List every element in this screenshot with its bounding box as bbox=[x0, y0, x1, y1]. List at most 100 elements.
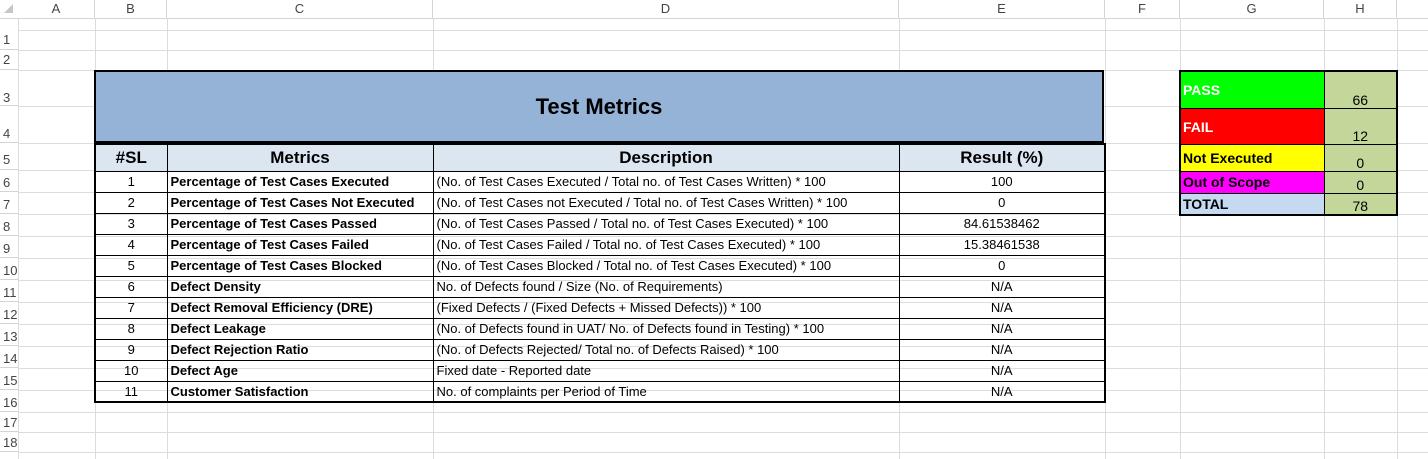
cell-metric[interactable]: Defect Rejection Ratio bbox=[166, 338, 434, 361]
cell-result[interactable]: N/A bbox=[898, 275, 1106, 298]
row-header-15[interactable]: 15 bbox=[0, 368, 18, 390]
cell-metric[interactable]: Percentage of Test Cases Executed bbox=[166, 170, 434, 193]
cell-metric[interactable]: Defect Leakage bbox=[166, 317, 434, 340]
cell-result[interactable]: N/A bbox=[898, 338, 1106, 361]
cell-metric[interactable]: Defect Density bbox=[166, 275, 434, 298]
row-header-7[interactable]: 7 bbox=[0, 192, 18, 214]
table-row: 11 Customer Satisfaction No. of complain… bbox=[94, 380, 1106, 403]
cell-result[interactable]: N/A bbox=[898, 296, 1106, 319]
summary-label[interactable]: Out of Scope bbox=[1179, 170, 1325, 194]
table-row: 10 Defect Age Fixed date - Reported date… bbox=[94, 359, 1106, 382]
cell-sl[interactable]: 10 bbox=[94, 359, 168, 382]
row-header-8[interactable]: 8 bbox=[0, 214, 18, 236]
cell-result[interactable]: 84.61538462 bbox=[898, 212, 1106, 235]
column-header-c[interactable]: C bbox=[167, 0, 433, 18]
row-header-13[interactable]: 13 bbox=[0, 324, 18, 346]
cell-result[interactable]: 0 bbox=[898, 191, 1106, 214]
summary-label[interactable]: TOTAL bbox=[1179, 192, 1325, 216]
cell-sl[interactable]: 8 bbox=[94, 317, 168, 340]
cell-sl[interactable]: 7 bbox=[94, 296, 168, 319]
cell-description[interactable]: (No. of Test Cases Failed / Total no. of… bbox=[432, 233, 900, 256]
row-header-1[interactable]: 1 bbox=[0, 30, 18, 50]
cell-result[interactable]: N/A bbox=[898, 359, 1106, 382]
cell-result[interactable]: N/A bbox=[898, 380, 1106, 403]
cell-metric[interactable]: Percentage of Test Cases Blocked bbox=[166, 254, 434, 277]
summary-value[interactable]: 12 bbox=[1323, 107, 1398, 145]
cell-result[interactable]: 100 bbox=[898, 170, 1106, 193]
table-row: 2 Percentage of Test Cases Not Executed … bbox=[94, 191, 1106, 214]
header-description[interactable]: Description bbox=[432, 143, 900, 172]
cell-sl[interactable]: 4 bbox=[94, 233, 168, 256]
summary-value[interactable]: 78 bbox=[1323, 192, 1398, 216]
header-sl[interactable]: #SL bbox=[94, 143, 168, 172]
cell-description[interactable]: No. of complaints per Period of Time bbox=[432, 380, 900, 403]
row-header-5[interactable]: 5 bbox=[0, 143, 18, 170]
cell-description[interactable]: (No. of Test Cases Executed / Total no. … bbox=[432, 170, 900, 193]
table-row: 9 Defect Rejection Ratio (No. of Defects… bbox=[94, 338, 1106, 361]
row-header-17[interactable]: 17 bbox=[0, 412, 18, 432]
cell-description[interactable]: (No. of Test Cases Blocked / Total no. o… bbox=[432, 254, 900, 277]
cell-description[interactable]: Fixed date - Reported date bbox=[432, 359, 900, 382]
row-header-11[interactable]: 11 bbox=[0, 280, 18, 302]
cell-metric[interactable]: Defect Removal Efficiency (DRE) bbox=[166, 296, 434, 319]
row-header-16[interactable]: 16 bbox=[0, 390, 18, 412]
cell-description[interactable]: (No. of Test Cases not Executed / Total … bbox=[432, 191, 900, 214]
cell-result[interactable]: 15.38461538 bbox=[898, 233, 1106, 256]
cell-sl[interactable]: 1 bbox=[94, 170, 168, 193]
table-row: 3 Percentage of Test Cases Passed (No. o… bbox=[94, 212, 1106, 235]
cell-result[interactable]: N/A bbox=[898, 317, 1106, 340]
row-header-4[interactable]: 4 bbox=[0, 106, 18, 143]
cell-description[interactable]: (Fixed Defects / (Fixed Defects + Missed… bbox=[432, 296, 900, 319]
row-header-14[interactable]: 14 bbox=[0, 346, 18, 368]
metrics-title[interactable]: Test Metrics bbox=[94, 70, 1104, 143]
row-header-18[interactable]: 18 bbox=[0, 432, 18, 452]
row-header-3[interactable]: 3 bbox=[0, 70, 18, 106]
column-header-b[interactable]: B bbox=[95, 0, 167, 18]
header-result[interactable]: Result (%) bbox=[898, 143, 1106, 172]
summary-row-total: TOTAL 78 bbox=[1179, 192, 1398, 216]
summary-label[interactable]: PASS bbox=[1179, 70, 1325, 109]
summary-label[interactable]: FAIL bbox=[1179, 107, 1325, 145]
cell-sl[interactable]: 11 bbox=[94, 380, 168, 403]
summary-row-out-of-scope: Out of Scope 0 bbox=[1179, 170, 1398, 194]
cell-sl[interactable]: 6 bbox=[94, 275, 168, 298]
summary-value[interactable]: 0 bbox=[1323, 170, 1398, 194]
metrics-header-row: #SL Metrics Description Result (%) bbox=[94, 143, 1106, 172]
cell-description[interactable]: (No. of Defects Rejected/ Total no. of D… bbox=[432, 338, 900, 361]
cell-description[interactable]: (No. of Test Cases Passed / Total no. of… bbox=[432, 212, 900, 235]
column-header-d[interactable]: D bbox=[433, 0, 899, 18]
summary-label[interactable]: Not Executed bbox=[1179, 143, 1325, 172]
column-header-f[interactable]: F bbox=[1105, 0, 1180, 18]
column-header-e[interactable]: E bbox=[899, 0, 1105, 18]
cell-metric[interactable]: Percentage of Test Cases Failed bbox=[166, 233, 434, 256]
row-header-6[interactable]: 6 bbox=[0, 170, 18, 192]
header-metrics[interactable]: Metrics bbox=[166, 143, 434, 172]
row-header-9[interactable]: 9 bbox=[0, 236, 18, 258]
summary-value[interactable]: 66 bbox=[1323, 70, 1398, 109]
summary-row-fail: FAIL 12 bbox=[1179, 107, 1398, 145]
table-row: 5 Percentage of Test Cases Blocked (No. … bbox=[94, 254, 1106, 277]
cell-metric[interactable]: Percentage of Test Cases Not Executed bbox=[166, 191, 434, 214]
cell-sl[interactable]: 3 bbox=[94, 212, 168, 235]
cell-description[interactable]: (No. of Defects found in UAT/ No. of Def… bbox=[432, 317, 900, 340]
row-header-10[interactable]: 10 bbox=[0, 258, 18, 280]
cell-metric[interactable]: Percentage of Test Cases Passed bbox=[166, 212, 434, 235]
select-all-corner[interactable] bbox=[4, 4, 13, 13]
cell-metric[interactable]: Customer Satisfaction bbox=[166, 380, 434, 403]
cell-result[interactable]: 0 bbox=[898, 254, 1106, 277]
cell-description[interactable]: No. of Defects found / Size (No. of Requ… bbox=[432, 275, 900, 298]
cell-metric[interactable]: Defect Age bbox=[166, 359, 434, 382]
cell-sl[interactable]: 9 bbox=[94, 338, 168, 361]
cell-sl[interactable]: 5 bbox=[94, 254, 168, 277]
summary-table: PASS 66 FAIL 12 Not Executed 0 Out of Sc… bbox=[1179, 70, 1398, 216]
column-header-g[interactable]: G bbox=[1180, 0, 1324, 18]
column-header-a[interactable]: A bbox=[18, 0, 95, 18]
row-header-2[interactable]: 2 bbox=[0, 50, 18, 70]
row-header-12[interactable]: 12 bbox=[0, 302, 18, 324]
cell-sl[interactable]: 2 bbox=[94, 191, 168, 214]
summary-row-pass: PASS 66 bbox=[1179, 70, 1398, 109]
table-row: 6 Defect Density No. of Defects found / … bbox=[94, 275, 1106, 298]
summary-value[interactable]: 0 bbox=[1323, 143, 1398, 172]
column-header-h[interactable]: H bbox=[1324, 0, 1397, 18]
